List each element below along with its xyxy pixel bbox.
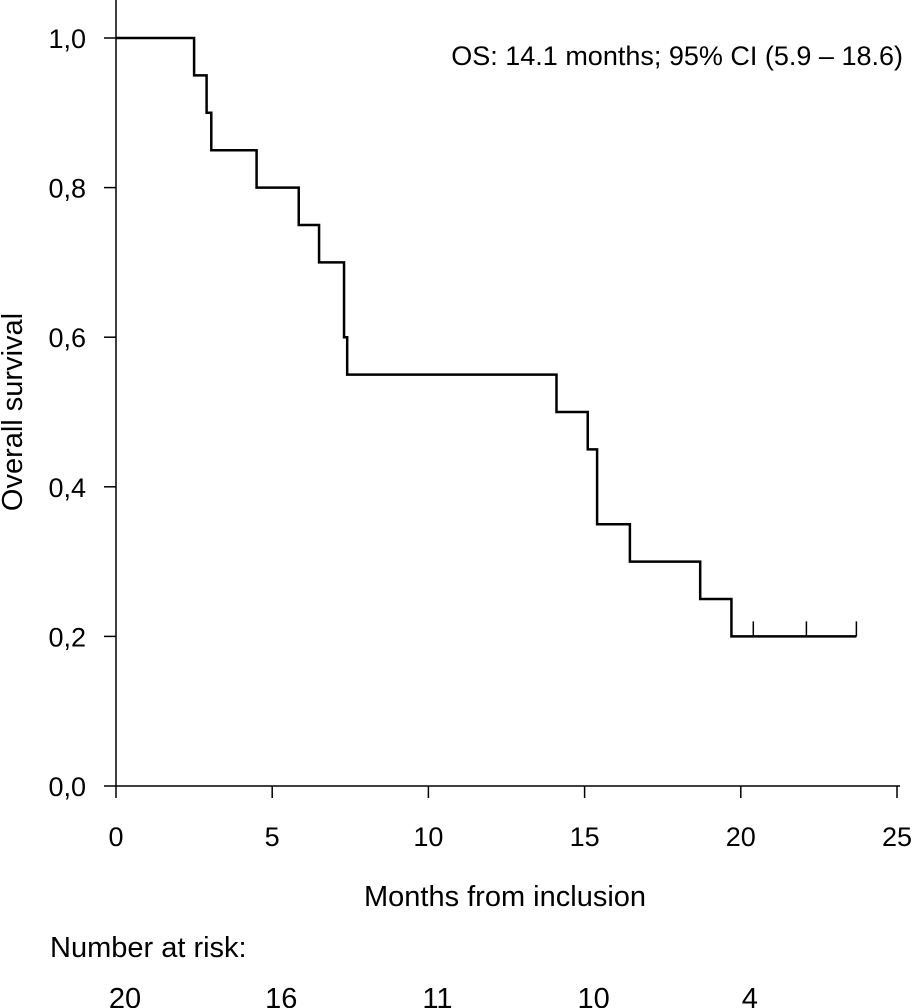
x-tick-label: 20 [726,822,756,852]
risk-value: 4 [742,983,758,1008]
median-os-annotation: OS: 14.1 months; 95% CI (5.9 – 18.6) [451,41,903,71]
y-tick-label: 1,0 [48,24,86,54]
x-axis-title: Months from inclusion [364,881,646,913]
y-tick-label: 0,6 [48,323,86,353]
y-tick-label: 0,0 [48,772,86,802]
number-at-risk-values: 20 16 11 10 4 [109,983,758,1008]
y-tick-label: 0,2 [48,622,86,652]
risk-value: 16 [265,983,297,1008]
x-tick-label: 5 [265,822,280,852]
risk-value: 20 [109,983,141,1008]
x-tick-label: 0 [108,822,123,852]
axis-ticks: 0,0 0,2 0,4 0,6 0,8 1,0 0 5 10 15 20 25 [48,24,912,852]
y-tick-label: 0,8 [48,174,86,204]
risk-value: 11 [422,983,452,1008]
x-tick-label: 15 [570,822,600,852]
x-tick-label: 25 [882,822,912,852]
y-tick-label: 0,4 [48,473,86,503]
survival-curve-line [116,36,857,638]
number-at-risk-title: Number at risk: [50,932,247,964]
x-tick-label: 10 [413,822,443,852]
axes [115,0,900,787]
y-axis-title: Overall survival [0,313,29,511]
risk-value: 10 [577,983,609,1008]
survival-curve-group [116,36,858,638]
